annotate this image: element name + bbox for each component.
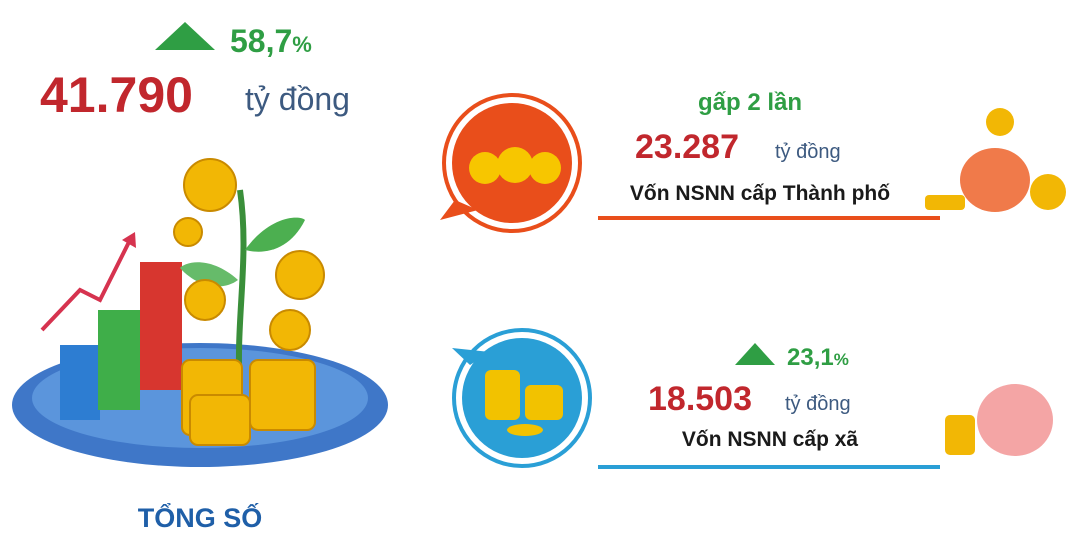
infographic: 58,7% 41.790 tỷ đồng TỔNG SỐ	[0, 0, 1067, 532]
bar-blue	[60, 345, 100, 420]
bag	[977, 384, 1053, 456]
item-amount: 18.503	[648, 380, 752, 418]
coin-stack	[485, 370, 520, 420]
coin	[185, 280, 225, 320]
bar-green	[98, 310, 140, 410]
item-change: 23,1%	[787, 344, 849, 371]
icon-commune	[452, 330, 590, 466]
illustration-total	[12, 159, 388, 467]
coin-stack	[190, 395, 250, 445]
up-arrow	[155, 22, 215, 50]
coins	[174, 159, 324, 445]
money-bag	[945, 384, 1053, 456]
total-unit: tỷ đồng	[245, 81, 350, 117]
dollar-coin	[529, 152, 561, 184]
page: {"total": {"change": "58,7", "change_uni…	[0, 0, 1067, 532]
total-label: TỔNG SỐ	[138, 501, 263, 532]
coin-stack	[250, 360, 315, 430]
bubble	[462, 338, 582, 458]
icon-city	[440, 95, 580, 231]
bag	[960, 148, 1030, 212]
coin	[507, 424, 543, 436]
coin	[174, 218, 202, 246]
coin	[986, 108, 1014, 136]
total-amount: 41.790	[40, 67, 193, 123]
dollar-coin	[497, 147, 533, 183]
coin	[270, 310, 310, 350]
bar-red	[140, 262, 182, 390]
coin-stack	[945, 415, 975, 455]
item-unit: tỷ đồng	[775, 141, 841, 163]
item-amount: 23.287	[635, 128, 739, 166]
change-value: 23,1	[787, 344, 834, 371]
dollar-coin	[469, 152, 501, 184]
divider	[598, 216, 940, 220]
divider	[598, 465, 940, 469]
item-label: Vốn NSNN cấp Thành phố	[630, 182, 890, 205]
coin-stack	[925, 195, 965, 210]
coin	[184, 159, 236, 211]
item-unit: tỷ đồng	[785, 393, 851, 415]
coin-stack	[525, 385, 563, 420]
bag-small	[1030, 174, 1066, 210]
item-note: gấp 2 lần	[698, 89, 802, 116]
coin	[276, 251, 324, 299]
change-unit: %	[292, 32, 312, 57]
change-unit: %	[834, 350, 849, 369]
total-change: 58,7%	[230, 23, 312, 59]
leaf	[245, 218, 305, 252]
change-value: 58,7	[230, 23, 292, 59]
money-bag	[925, 108, 1066, 212]
item-label: Vốn NSNN cấp xã	[682, 428, 859, 451]
up-arrow	[735, 343, 775, 365]
